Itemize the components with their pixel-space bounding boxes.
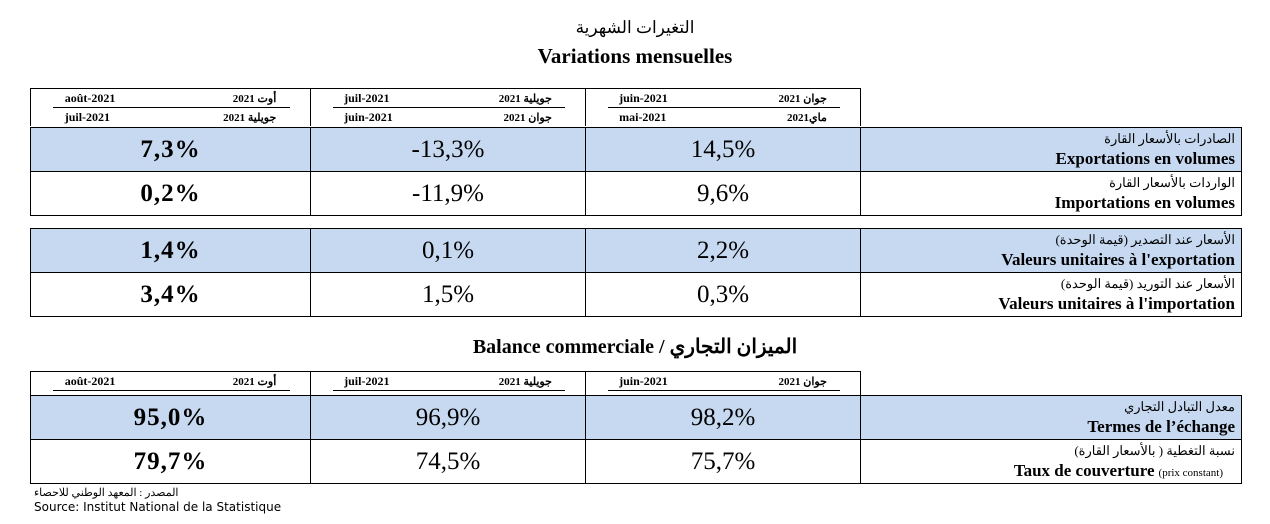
header-date-fr: juil-2021 <box>344 374 390 388</box>
label-fr: Valeurs unitaires à l'exportation <box>1001 250 1235 269</box>
value-cell: 2,2% <box>585 228 861 273</box>
header-date-ar: جويلية 2021 <box>223 112 277 124</box>
label-ar: الأسعار عند التصدير (قيمة الوحدة) <box>1055 232 1235 247</box>
label-cell: الأسعار عند التوريد (قيمة الوحدة) Valeurs… <box>860 272 1242 317</box>
label-fr: Termes de l’échange <box>1087 417 1235 436</box>
header-date-ar: أوت 2021 <box>232 93 277 105</box>
value-cell: 3,4% <box>30 272 311 317</box>
header-rule <box>53 390 290 391</box>
header-date-ar: جوان 2021 <box>503 112 552 124</box>
header-date-fr: juin-2021 <box>619 374 668 388</box>
label-ar: الصادرات بالأسعار القارة <box>1104 131 1235 146</box>
title-ar: التغيرات الشهرية <box>575 18 695 37</box>
label-ar: الأسعار عند التوريد (قيمة الوحدة) <box>1060 276 1235 291</box>
value-cell: 1,5% <box>310 272 586 317</box>
label-fr: Taux de couverture (prix constant) <box>1014 461 1223 481</box>
value-cell: 75,7% <box>585 439 861 484</box>
source-fr: Source: Institut National de la Statisti… <box>34 500 282 514</box>
header-rule <box>333 390 565 391</box>
value-cell: 79,7% <box>30 439 311 484</box>
header-date-ar: أوت 2021 <box>232 376 277 388</box>
label-cell: الصادرات بالأسعار القارة Exportations en … <box>860 127 1242 172</box>
header-date-fr: août-2021 <box>64 91 116 105</box>
header-rule <box>608 390 840 391</box>
value-cell: 95,0% <box>30 395 311 440</box>
column-header: août-2021 أوت 2021 <box>30 371 311 395</box>
header-date-fr: août-2021 <box>64 374 116 388</box>
label-cell: الواردات بالأسعار القارة Importations en … <box>860 171 1242 216</box>
label-ar: نسبة التغطية ( بالأسعار القارة) <box>1074 443 1235 458</box>
header-date-ar: جوان 2021 <box>778 376 827 388</box>
header-date-ar: ماي2021 <box>787 112 827 124</box>
label-ar: معدل التبادل التجاري <box>1124 399 1235 414</box>
title-fr: Variations mensuelles <box>537 44 733 68</box>
column-header: juil-2021 جويلية 2021 juin-2021 جوان 2021 <box>310 88 586 126</box>
value-cell: 14,5% <box>585 127 861 172</box>
column-header: août-2021 أوت 2021 juil-2021 جويلية 2021 <box>30 88 311 126</box>
label-cell: معدل التبادل التجاري Termes de l’échange <box>860 395 1242 440</box>
value-cell: 74,5% <box>310 439 586 484</box>
header-date-ar: جويلية 2021 <box>498 376 552 388</box>
label-note: (prix constant) <box>1158 467 1223 479</box>
header-date-ar: جوان 2021 <box>778 93 827 105</box>
label-cell: نسبة التغطية ( بالأسعار القارة) Taux de c… <box>860 439 1242 484</box>
header-date-fr: mai-2021 <box>619 110 667 124</box>
source-ar: المصدر : المعهد الوطني للاحصاء <box>34 487 179 499</box>
label-fr: Exportations en volumes <box>1055 149 1235 168</box>
header-rule <box>608 107 840 108</box>
value-cell: 7,3% <box>30 127 311 172</box>
value-cell: 9,6% <box>585 171 861 216</box>
label-cell: الأسعار عند التصدير (قيمة الوحدة) Valeurs… <box>860 228 1242 273</box>
header-date-ar: جويلية 2021 <box>498 93 552 105</box>
label-fr: Valeurs unitaires à l'importation <box>998 294 1235 313</box>
section-title: Balance commerciale / الميزان التجاري <box>472 336 798 358</box>
value-cell: -11,9% <box>310 171 586 216</box>
value-cell: 0,2% <box>30 171 311 216</box>
label-text: Taux de couverture <box>1013 461 1155 480</box>
header-date-fr: juil-2021 <box>64 110 111 124</box>
header-date-fr: juin-2021 <box>344 110 393 124</box>
header-rule <box>53 107 290 108</box>
column-header: juil-2021 جويلية 2021 <box>310 371 586 395</box>
value-cell: 0,1% <box>310 228 586 273</box>
value-cell: 98,2% <box>585 395 861 440</box>
header-date-fr: juin-2021 <box>619 91 668 105</box>
header-rule <box>333 107 565 108</box>
value-cell: -13,3% <box>310 127 586 172</box>
value-cell: 0,3% <box>585 272 861 317</box>
value-cell: 96,9% <box>310 395 586 440</box>
column-header: juin-2021 جوان 2021 mai-2021 ماي2021 <box>585 88 861 126</box>
value-cell: 1,4% <box>30 228 311 273</box>
label-fr: Importations en volumes <box>1054 193 1235 212</box>
label-ar: الواردات بالأسعار القارة <box>1109 175 1235 190</box>
column-header: juin-2021 جوان 2021 <box>585 371 861 395</box>
header-date-fr: juil-2021 <box>344 91 390 105</box>
